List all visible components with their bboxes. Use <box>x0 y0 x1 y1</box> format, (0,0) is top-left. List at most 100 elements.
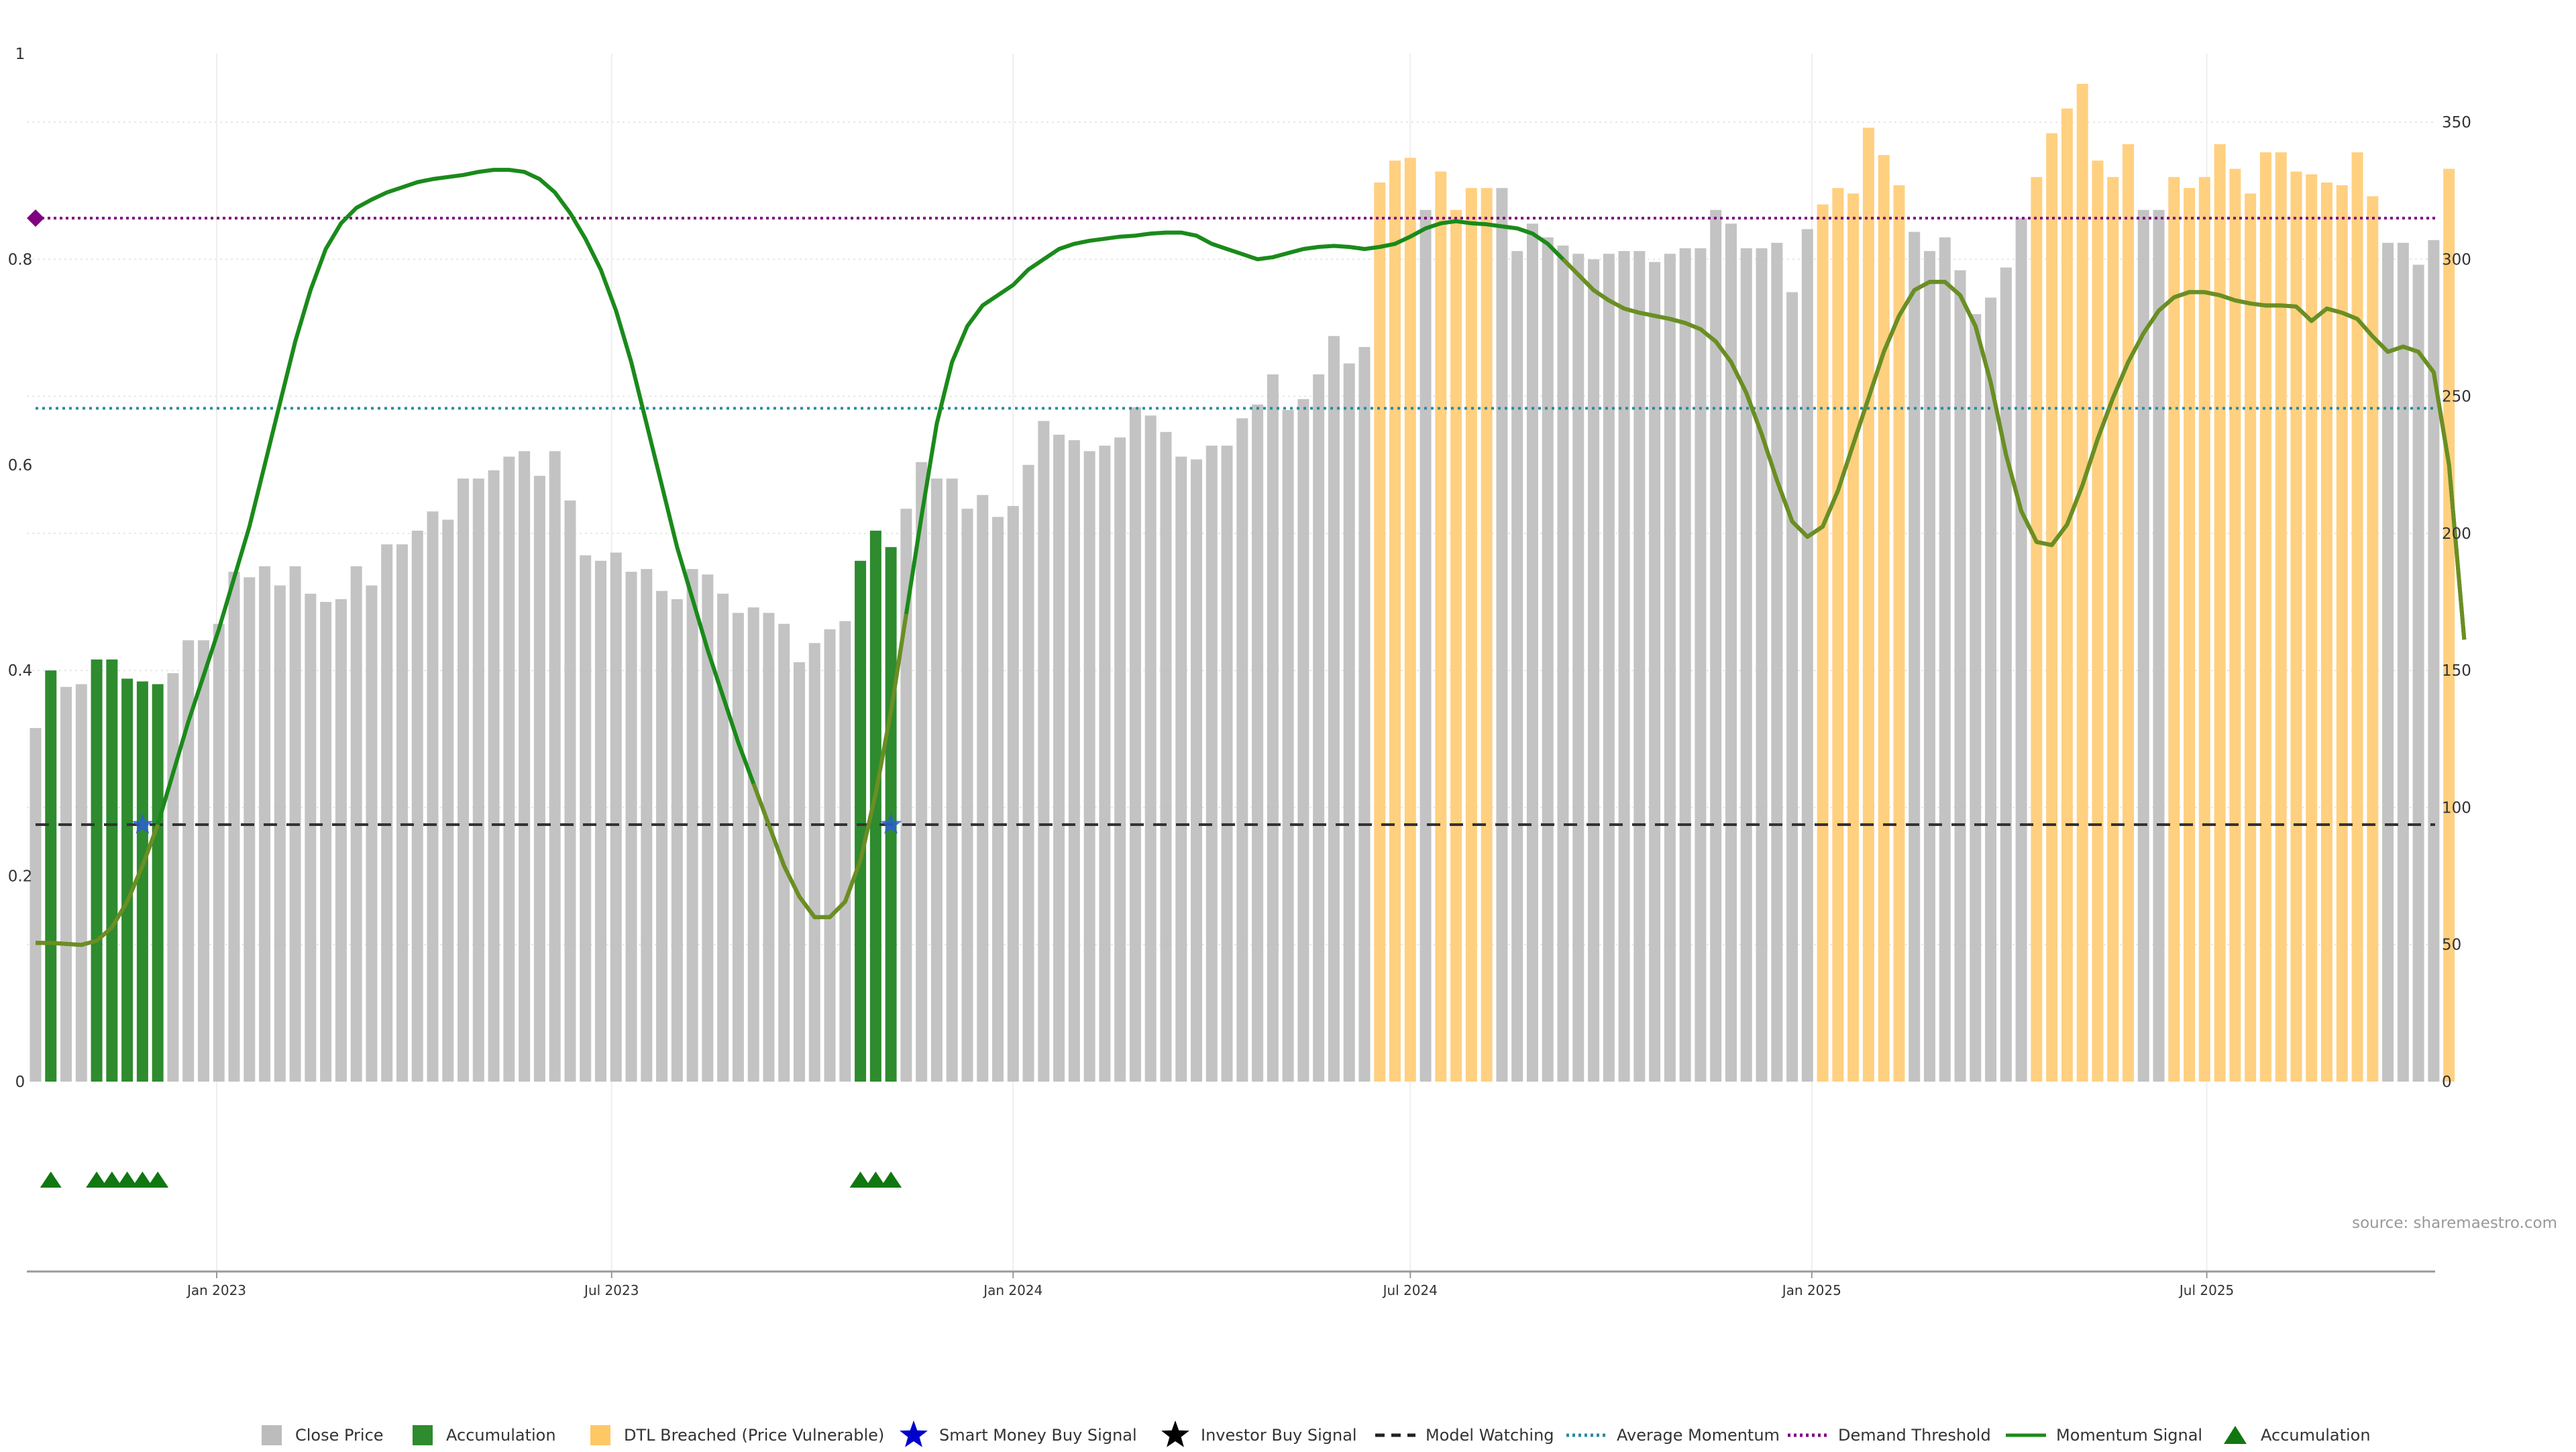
close-price-bar <box>992 517 1004 1082</box>
close-price-bar <box>2153 209 2165 1082</box>
close-price-bar <box>1695 248 1707 1082</box>
legend: Close Price Accumulation DTL Breached (Pri… <box>262 1420 2371 1447</box>
close-price-bar <box>778 623 790 1082</box>
dtl-breached-bar <box>2351 152 2363 1082</box>
close-price-bar <box>2428 240 2440 1082</box>
dtl-breached-bar <box>2336 185 2348 1082</box>
close-price-bar <box>1205 446 1218 1082</box>
legend-item: Demand Threshold <box>1788 1426 1991 1445</box>
close-price-bar <box>411 530 423 1082</box>
dtl-breached-bar <box>1435 171 1447 1082</box>
source-label: source: sharemaestro.com <box>2352 1214 2557 1232</box>
close-price-bar <box>335 599 347 1082</box>
signal-markers <box>131 813 902 834</box>
close-price-bar <box>1221 446 1233 1082</box>
close-price-bar <box>1144 415 1157 1082</box>
dtl-breached-bar <box>1389 160 1401 1082</box>
right-axis-tick-label: 200 <box>2442 525 2471 543</box>
accumulation-triangle <box>116 1172 138 1188</box>
reference-lines <box>27 209 2435 826</box>
legend-triangle-icon <box>2224 1426 2247 1444</box>
close-price-bar <box>1297 399 1309 1082</box>
close-price-bar <box>1970 314 1982 1082</box>
close-price-bar <box>610 552 622 1082</box>
x-axis-tick-label: Jan 2024 <box>982 1282 1042 1298</box>
close-price-bar <box>2397 242 2409 1082</box>
close-price-bar <box>472 478 484 1082</box>
accumulation-triangle <box>40 1172 62 1188</box>
close-price-bar <box>808 643 820 1082</box>
close-price-bar <box>1160 431 1172 1082</box>
dtl-breached-bar <box>2306 174 2318 1082</box>
close-price-bar <box>1053 434 1065 1082</box>
close-price-bar <box>961 509 973 1082</box>
close-price-bar <box>625 572 637 1082</box>
accumulation-bar <box>106 659 118 1082</box>
close-price-bar <box>1343 363 1355 1082</box>
close-price-bar <box>320 602 332 1082</box>
legend-item: Investor Buy Signal <box>1161 1420 1357 1447</box>
close-price-bar <box>1939 237 1951 1082</box>
close-price-bar <box>1664 254 1676 1082</box>
legend-label: Demand Threshold <box>1838 1426 1991 1445</box>
dtl-breached-bar <box>1374 183 1386 1082</box>
close-price-bar <box>1909 231 1921 1082</box>
dtl-breached-bar <box>2275 152 2287 1082</box>
dtl-breached-bar <box>1481 188 1493 1082</box>
close-price-bar <box>1236 418 1248 1082</box>
dtl-breached-bar <box>1404 158 1416 1082</box>
right-axis-tick-label: 300 <box>2442 251 2471 268</box>
left-axis-tick-label: 0.4 <box>8 662 33 680</box>
dtl-breached-bar <box>2245 193 2257 1082</box>
close-price-bar <box>946 478 958 1082</box>
dtl-breached-bar <box>2259 152 2271 1082</box>
close-price-bar <box>1679 248 1691 1082</box>
right-axis-tick-label: 150 <box>2442 662 2471 680</box>
accumulation-bar <box>45 670 57 1082</box>
close-price-bar <box>2412 264 2424 1082</box>
close-price-bar <box>30 727 42 1082</box>
smart-money-buy-signal-star <box>880 813 902 834</box>
close-price-bar <box>1771 242 1783 1082</box>
legend-star-icon <box>900 1420 928 1447</box>
close-price-bar <box>1786 292 1799 1082</box>
dtl-breached-bar <box>2031 176 2043 1082</box>
close-price-bar <box>1191 459 1203 1082</box>
close-price-bar <box>1572 254 1585 1082</box>
close-price-bar <box>167 673 179 1082</box>
legend-label: Momentum Signal <box>2056 1426 2202 1445</box>
close-price-bar <box>488 470 500 1082</box>
legend-label: Investor Buy Signal <box>1201 1426 1357 1445</box>
close-price-bar <box>1007 506 1019 1082</box>
close-price-bar <box>1588 259 1600 1082</box>
close-price-bar <box>1068 440 1080 1082</box>
left-axis-tick-label: 0.2 <box>8 868 33 886</box>
close-price-bar <box>1022 464 1034 1082</box>
close-price-bar <box>381 544 393 1082</box>
close-price-bar <box>1954 270 1966 1082</box>
close-price-bar <box>1740 248 1752 1082</box>
close-price-bar <box>747 607 759 1082</box>
close-price-bar <box>274 585 286 1082</box>
close-price-bar <box>794 662 805 1082</box>
momentum-signal-segment <box>36 823 160 947</box>
close-price-bar <box>2000 267 2012 1082</box>
legend-item: Accumulation <box>413 1425 556 1445</box>
close-price-bar <box>839 621 851 1082</box>
close-price-bar <box>75 684 87 1082</box>
close-price-bar <box>1603 254 1615 1082</box>
accumulation-triangle <box>131 1172 154 1188</box>
close-price-bar <box>686 569 698 1082</box>
accumulation-bar <box>91 659 103 1082</box>
accumulation-triangle <box>147 1172 169 1188</box>
close-price-bar <box>197 640 209 1082</box>
dtl-breached-bar <box>2107 176 2119 1082</box>
close-price-bar <box>671 599 683 1082</box>
legend-star-icon <box>1161 1420 1189 1447</box>
close-price-bar <box>228 572 240 1082</box>
dtl-breached-bar <box>1847 193 1860 1082</box>
momentum-signal-segment <box>751 613 908 919</box>
dtl-breached-bar <box>2168 176 2180 1082</box>
